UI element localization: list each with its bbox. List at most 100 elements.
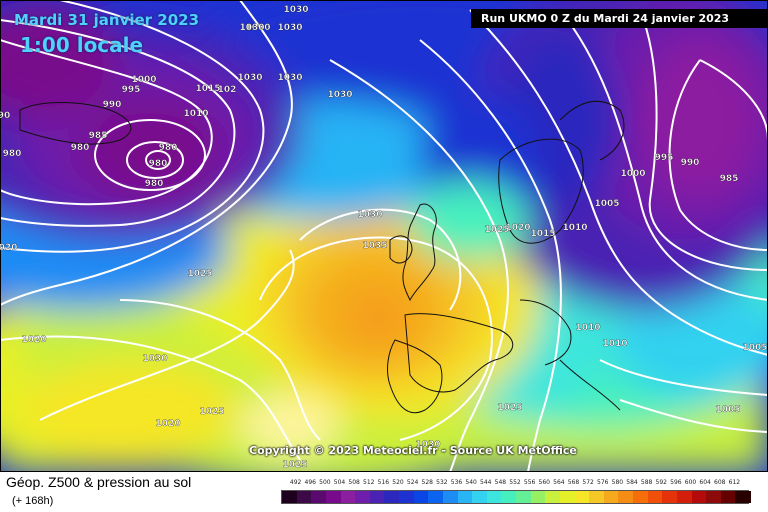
color-scale-label: 548 [494, 479, 507, 486]
color-scale-label: 584 [626, 479, 638, 486]
isobar-label: 1010 [562, 223, 587, 233]
color-scale-swatch [545, 491, 561, 503]
color-scale-label: 512 [363, 479, 375, 486]
isobar-label: 90 [0, 111, 10, 121]
color-scale-swatch [720, 491, 736, 503]
isobar-label: 1025 [187, 269, 212, 279]
isobar-label: 1030 [415, 440, 440, 450]
color-scale-swatch [296, 491, 312, 503]
product-title: Géop. Z500 & pression au sol [6, 474, 192, 490]
color-scale-swatch [355, 491, 371, 503]
color-scale-swatch [457, 491, 473, 503]
color-scale-label: 500 [319, 479, 331, 486]
color-scale-label: 496 [304, 479, 316, 486]
model-run-info: Run UKMO 0 Z du Mardi 24 janvier 2023 [471, 9, 768, 28]
isobar-label: 1000 [131, 75, 156, 85]
color-scale-bar [281, 490, 751, 504]
isobar-label: 995 [655, 153, 674, 163]
color-scale-swatch [647, 491, 663, 503]
color-scale-swatch [340, 491, 356, 503]
isobar-label: 1005 [594, 199, 619, 209]
copyright-notice: Copyright © 2023 Meteociel.fr - Source U… [249, 444, 577, 457]
color-scale-label: 600 [684, 479, 697, 486]
isobar-label: 1030 [327, 90, 352, 100]
isobar-label: 1025 [282, 460, 307, 470]
color-scale-label: 572 [582, 479, 594, 486]
color-scale-swatch [472, 491, 488, 503]
isobar-label: 1010 [575, 323, 600, 333]
color-scale-label: 576 [597, 479, 609, 486]
isobar-label: 1015 [530, 229, 555, 239]
isobar-label: 1025 [199, 407, 224, 417]
color-scale-label: 588 [640, 479, 653, 486]
color-scale-label: 556 [523, 479, 536, 486]
isobar-label: 1010 [602, 339, 627, 349]
color-scale-label: 608 [714, 479, 726, 486]
isobar-label: 1025 [497, 403, 522, 413]
color-scale-label: 508 [348, 479, 360, 486]
isobar-label: 1030 [277, 23, 302, 33]
isobar-label: 980 [3, 149, 22, 159]
color-scale-swatch [486, 491, 502, 503]
color-scale-label: 596 [670, 479, 682, 486]
color-scale-swatch [384, 491, 400, 503]
color-scale-label: 604 [699, 479, 711, 486]
color-scale-swatch [633, 491, 649, 503]
color-scale-swatch [399, 491, 415, 503]
isobar-label: 990 [681, 158, 700, 168]
color-scale-swatch [735, 491, 751, 503]
color-scale-label: 564 [553, 479, 565, 486]
color-scale-label: 516 [377, 479, 390, 486]
color-scale-label: 552 [509, 479, 521, 486]
color-scale-label: 540 [465, 479, 477, 486]
isobar-label: 980 [145, 179, 164, 189]
isobar-label: 1025 [484, 225, 509, 235]
color-scale-swatch [413, 491, 429, 503]
isobar-label: 1030 [245, 23, 270, 33]
color-scale-swatch [691, 491, 707, 503]
color-scale-swatch [662, 491, 678, 503]
color-scale-labels: 492 496 500 504 508 512 516 520 524 528 532 536 540 5… [281, 479, 749, 489]
pressure-geopotential-map: 1030 1030 1030 1030 1030 1000 995 990 985 980 980 9… [0, 0, 768, 472]
color-scale-swatch [516, 491, 532, 503]
isobar-label: 985 [720, 174, 739, 184]
isobar-label: 1000 [620, 169, 645, 179]
isobar-labels: 1030 1030 1030 1030 1030 1000 995 990 985 980 980 9… [0, 5, 768, 470]
color-scale-label: 612 [728, 479, 741, 486]
color-scale-label: 528 [421, 479, 433, 486]
color-scale-label: 504 [333, 479, 346, 486]
isobar-label: 1015 [195, 84, 220, 94]
color-scale-label: 492 [289, 479, 302, 486]
isobar-label: 980 [149, 159, 168, 169]
color-scale-swatch [501, 491, 517, 503]
color-scale-swatch [311, 491, 327, 503]
lead-time: (+ 168h) [12, 495, 54, 507]
isobar-label: 980 [71, 143, 90, 153]
color-scale-swatch [369, 491, 385, 503]
color-scale-label: 568 [567, 479, 580, 486]
color-scale-swatch [559, 491, 575, 503]
isobar-label: 1030 [142, 354, 167, 364]
isobar-label: 980 [159, 143, 178, 153]
forecast-date: Mardi 31 janvier 2023 [14, 11, 200, 29]
isobar-label: 1020 [505, 223, 530, 233]
isobar-label: 1020 [21, 335, 46, 345]
isobar-label: 1030 [283, 5, 308, 15]
isobar-label: 1030 [357, 210, 382, 220]
color-scale-swatch [530, 491, 546, 503]
color-scale-label: 520 [392, 479, 404, 486]
coastlines [19, 100, 625, 413]
isobar-lines [0, 0, 768, 472]
color-scale-swatch [428, 491, 444, 503]
color-scale-swatch [706, 491, 722, 503]
forecast-local-time: 1:00 locale [20, 33, 144, 57]
isobar-label: 1020 [155, 419, 180, 429]
isobar-label: 102 [218, 85, 237, 95]
color-scale-label: 560 [538, 479, 550, 486]
color-scale-swatch [676, 491, 692, 503]
color-scale-label: 580 [611, 479, 624, 486]
color-scale-label: 524 [406, 479, 419, 486]
color-scale-swatch [589, 491, 605, 503]
isobar-label: 1035 [362, 241, 387, 251]
color-scale-swatch [442, 491, 458, 503]
